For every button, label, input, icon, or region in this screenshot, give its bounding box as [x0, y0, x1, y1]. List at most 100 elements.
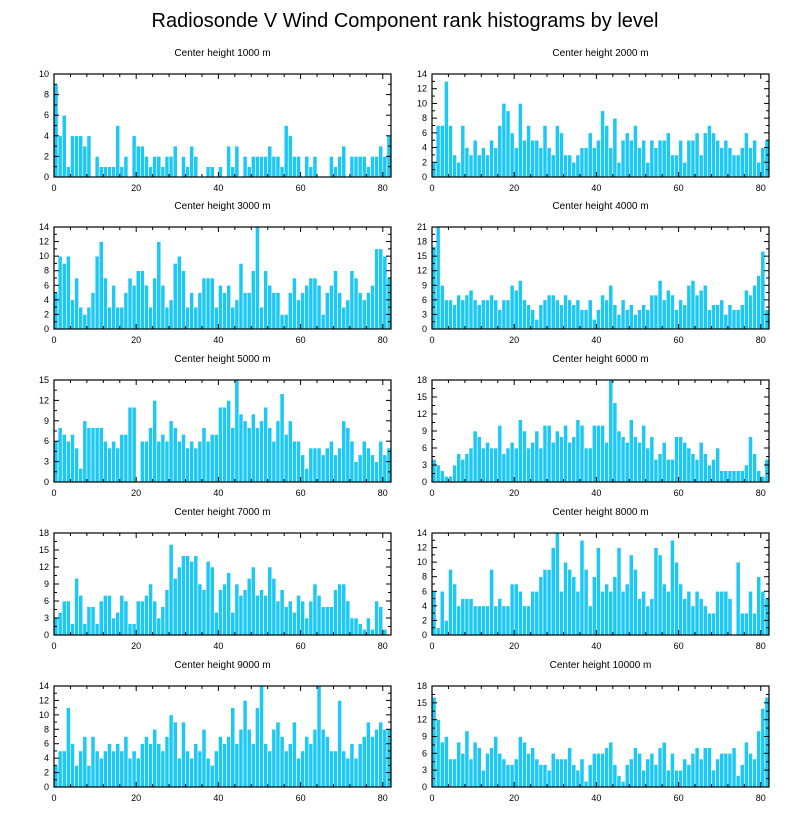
histogram-bar	[197, 750, 203, 788]
histogram-bar	[353, 156, 359, 178]
histogram-bar	[657, 139, 663, 178]
histogram-bar	[238, 263, 244, 330]
histogram-bar	[160, 434, 166, 483]
histogram-panel-9: Center height 9000 m 0 20 40 60 80 0 2 4 6 8 10 12 14	[39, 660, 392, 803]
histogram-bar	[493, 299, 499, 330]
histogram-bar	[107, 447, 112, 483]
histogram-bar	[308, 743, 314, 788]
histogram-bar	[127, 623, 133, 636]
histogram-bar	[534, 139, 540, 178]
histogram-bar	[329, 606, 334, 636]
histogram-bar	[612, 402, 618, 483]
y-tick-label: 9	[422, 426, 427, 436]
histogram-bar	[370, 736, 375, 788]
histogram-bar	[682, 161, 688, 178]
histogram-bar	[205, 277, 211, 330]
x-tick-label: 40	[213, 488, 223, 498]
histogram-bar	[361, 299, 367, 330]
histogram-bar	[497, 125, 503, 178]
histogram-bar	[111, 617, 116, 636]
y-tick-label: 0	[44, 630, 49, 640]
histogram-bar	[633, 125, 638, 178]
histogram-bar	[493, 605, 499, 636]
histogram-bar	[193, 555, 199, 636]
histogram-bar	[678, 436, 683, 483]
histogram-bar	[739, 304, 745, 330]
histogram-bar	[148, 427, 153, 483]
histogram-bar	[600, 110, 605, 178]
histogram-bar	[575, 299, 581, 330]
histogram-bar	[719, 147, 725, 178]
histogram-bar	[719, 299, 725, 330]
histogram-bar	[542, 125, 548, 178]
histogram-bar	[538, 764, 544, 788]
histogram-bar	[353, 277, 359, 330]
histogram-bar	[115, 743, 121, 788]
histogram-bar	[485, 753, 490, 788]
y-tick-label: 6	[422, 443, 427, 453]
histogram-bar	[226, 400, 232, 483]
histogram-bar	[283, 125, 289, 178]
histogram-bar	[497, 753, 503, 788]
histogram-bar	[74, 135, 79, 178]
histogram-bar	[748, 753, 753, 788]
histogram-bar	[103, 277, 108, 330]
histogram-bar	[61, 434, 67, 483]
histogram-bar	[542, 569, 548, 636]
histogram-bar	[431, 696, 437, 788]
histogram-bar	[546, 769, 552, 788]
histogram-bar	[349, 743, 355, 788]
histogram-bar	[530, 747, 536, 788]
histogram-bar	[452, 583, 457, 636]
histogram-bar	[723, 753, 729, 788]
histogram-bar	[382, 629, 388, 636]
histogram-bar	[140, 270, 145, 330]
y-tick-label: 12	[39, 562, 49, 572]
histogram-bar	[604, 583, 610, 636]
histogram-bar	[444, 476, 449, 483]
histogram-bar	[140, 743, 145, 788]
histogram-bar	[649, 436, 655, 483]
histogram-bar	[181, 270, 186, 330]
histogram-bar	[234, 145, 240, 178]
panel-title: Center height 5000 m	[174, 354, 270, 365]
histogram-bar	[661, 583, 667, 636]
histogram-bar	[690, 139, 696, 178]
histogram-bar	[361, 629, 367, 636]
y-tick-label: 10	[417, 557, 427, 567]
histogram-bar	[596, 753, 601, 788]
histogram-bar	[374, 728, 379, 788]
histogram-bar	[641, 769, 647, 788]
histogram-bar	[645, 447, 651, 483]
histogram-bar	[156, 241, 162, 330]
histogram-bar	[481, 147, 486, 178]
histogram-bar	[501, 299, 507, 330]
histogram-bar	[760, 476, 766, 483]
histogram-bar	[189, 440, 195, 483]
histogram-bar	[456, 453, 462, 483]
histogram-bar	[513, 147, 519, 178]
histogram-bar	[66, 440, 71, 483]
x-tick-label: 40	[591, 488, 601, 498]
histogram-bar	[230, 306, 236, 330]
histogram-bar	[357, 292, 363, 330]
histogram-bar	[234, 379, 240, 483]
y-tick-label: 12	[39, 237, 49, 247]
histogram-bar	[481, 299, 486, 330]
histogram-bar	[164, 589, 170, 636]
histogram-bar	[308, 166, 314, 178]
y-tick-label: 6	[422, 748, 427, 758]
histogram-bar	[329, 284, 334, 330]
histogram-bar	[312, 583, 318, 636]
histogram-bar	[337, 583, 342, 636]
histogram-bar	[308, 447, 314, 483]
histogram-bar	[90, 292, 96, 330]
histogram-bar	[624, 764, 630, 788]
histogram-bar	[152, 277, 158, 330]
histogram-bar	[678, 139, 683, 178]
panel-title: Center height 4000 m	[552, 201, 648, 212]
histogram-bar	[70, 623, 75, 636]
histogram-bar	[628, 419, 634, 483]
x-tick-label: 80	[756, 183, 766, 193]
